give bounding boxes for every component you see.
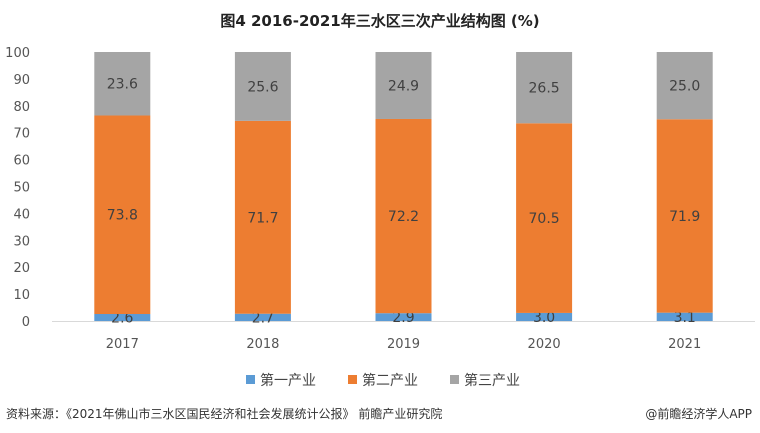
bar-segment-第二产业 [94, 115, 151, 315]
x-tick-label: 2021 [668, 337, 701, 352]
legend-label: 第三产业 [464, 372, 520, 389]
data-label: 2.6 [111, 311, 133, 327]
data-label: 72.2 [388, 209, 419, 225]
data-label: 3.0 [533, 310, 555, 326]
y-tick-label: 80 [13, 100, 30, 115]
legend-swatch-第三产业 [450, 375, 459, 384]
bar-segment-第一产业 [516, 312, 573, 321]
brand-credit: @前瞻经济学人APP [645, 407, 752, 421]
data-label: 73.8 [107, 208, 138, 224]
y-tick-label: 10 [13, 288, 30, 303]
bar-segment-第一产业 [656, 312, 713, 321]
legend-label: 第一产业 [260, 372, 316, 389]
legend-swatch-第一产业 [246, 375, 255, 384]
bar-segment-第二产业 [516, 123, 573, 313]
x-tick-label: 2017 [106, 337, 139, 352]
chart-title: 图4 2016-2021年三水区三次产业结构图 (%) [220, 12, 540, 30]
bar-segment-第三产业 [656, 52, 713, 120]
bar-segment-第三产业 [234, 52, 291, 121]
source-note: 资料来源：《2021年佛山市三水区国民经济和社会发展统计公报》 前瞻产业研究院 [6, 407, 443, 421]
y-tick-label: 70 [13, 127, 30, 142]
bar-segment-第一产业 [94, 314, 151, 321]
bar-segment-第三产业 [94, 52, 151, 116]
stacked-bar-chart: 0 10 20 30 40 50 60 70 80 90 100 2.6 73.8 23.6 2017 2.7… [5, 46, 755, 389]
y-tick-label: 20 [13, 261, 30, 276]
bar-segment-第三产业 [375, 52, 432, 119]
x-tick-label: 2019 [387, 337, 420, 352]
x-tick-label: 2018 [246, 337, 279, 352]
x-tick-label: 2020 [528, 337, 561, 352]
data-label: 71.7 [247, 210, 278, 226]
y-tick-label: 50 [13, 181, 30, 196]
bar-segment-第一产业 [234, 313, 291, 321]
data-label: 23.6 [107, 77, 138, 93]
data-label: 2.7 [252, 310, 274, 326]
data-label: 24.9 [388, 78, 419, 94]
data-label: 2.9 [392, 310, 414, 326]
data-label: 25.6 [247, 79, 278, 95]
data-label: 70.5 [529, 211, 560, 227]
data-label: 3.1 [674, 310, 696, 326]
bar-segment-第二产业 [375, 118, 432, 314]
bar-segment-第三产业 [516, 52, 573, 124]
y-tick-label: 0 [22, 315, 30, 330]
legend-label: 第二产业 [362, 372, 418, 389]
bar-segment-第一产业 [375, 313, 432, 321]
data-label: 26.5 [529, 81, 560, 97]
y-tick-label: 100 [5, 46, 30, 61]
data-label: 25.0 [669, 79, 700, 95]
y-tick-label: 40 [13, 207, 30, 222]
bar-segment-第二产业 [656, 119, 713, 313]
legend-swatch-第二产业 [348, 375, 357, 384]
y-tick-label: 30 [13, 234, 30, 249]
y-tick-label: 60 [13, 154, 30, 169]
data-label: 71.9 [669, 209, 700, 225]
y-tick-label: 90 [13, 73, 30, 88]
bar-segment-第二产业 [234, 120, 291, 314]
